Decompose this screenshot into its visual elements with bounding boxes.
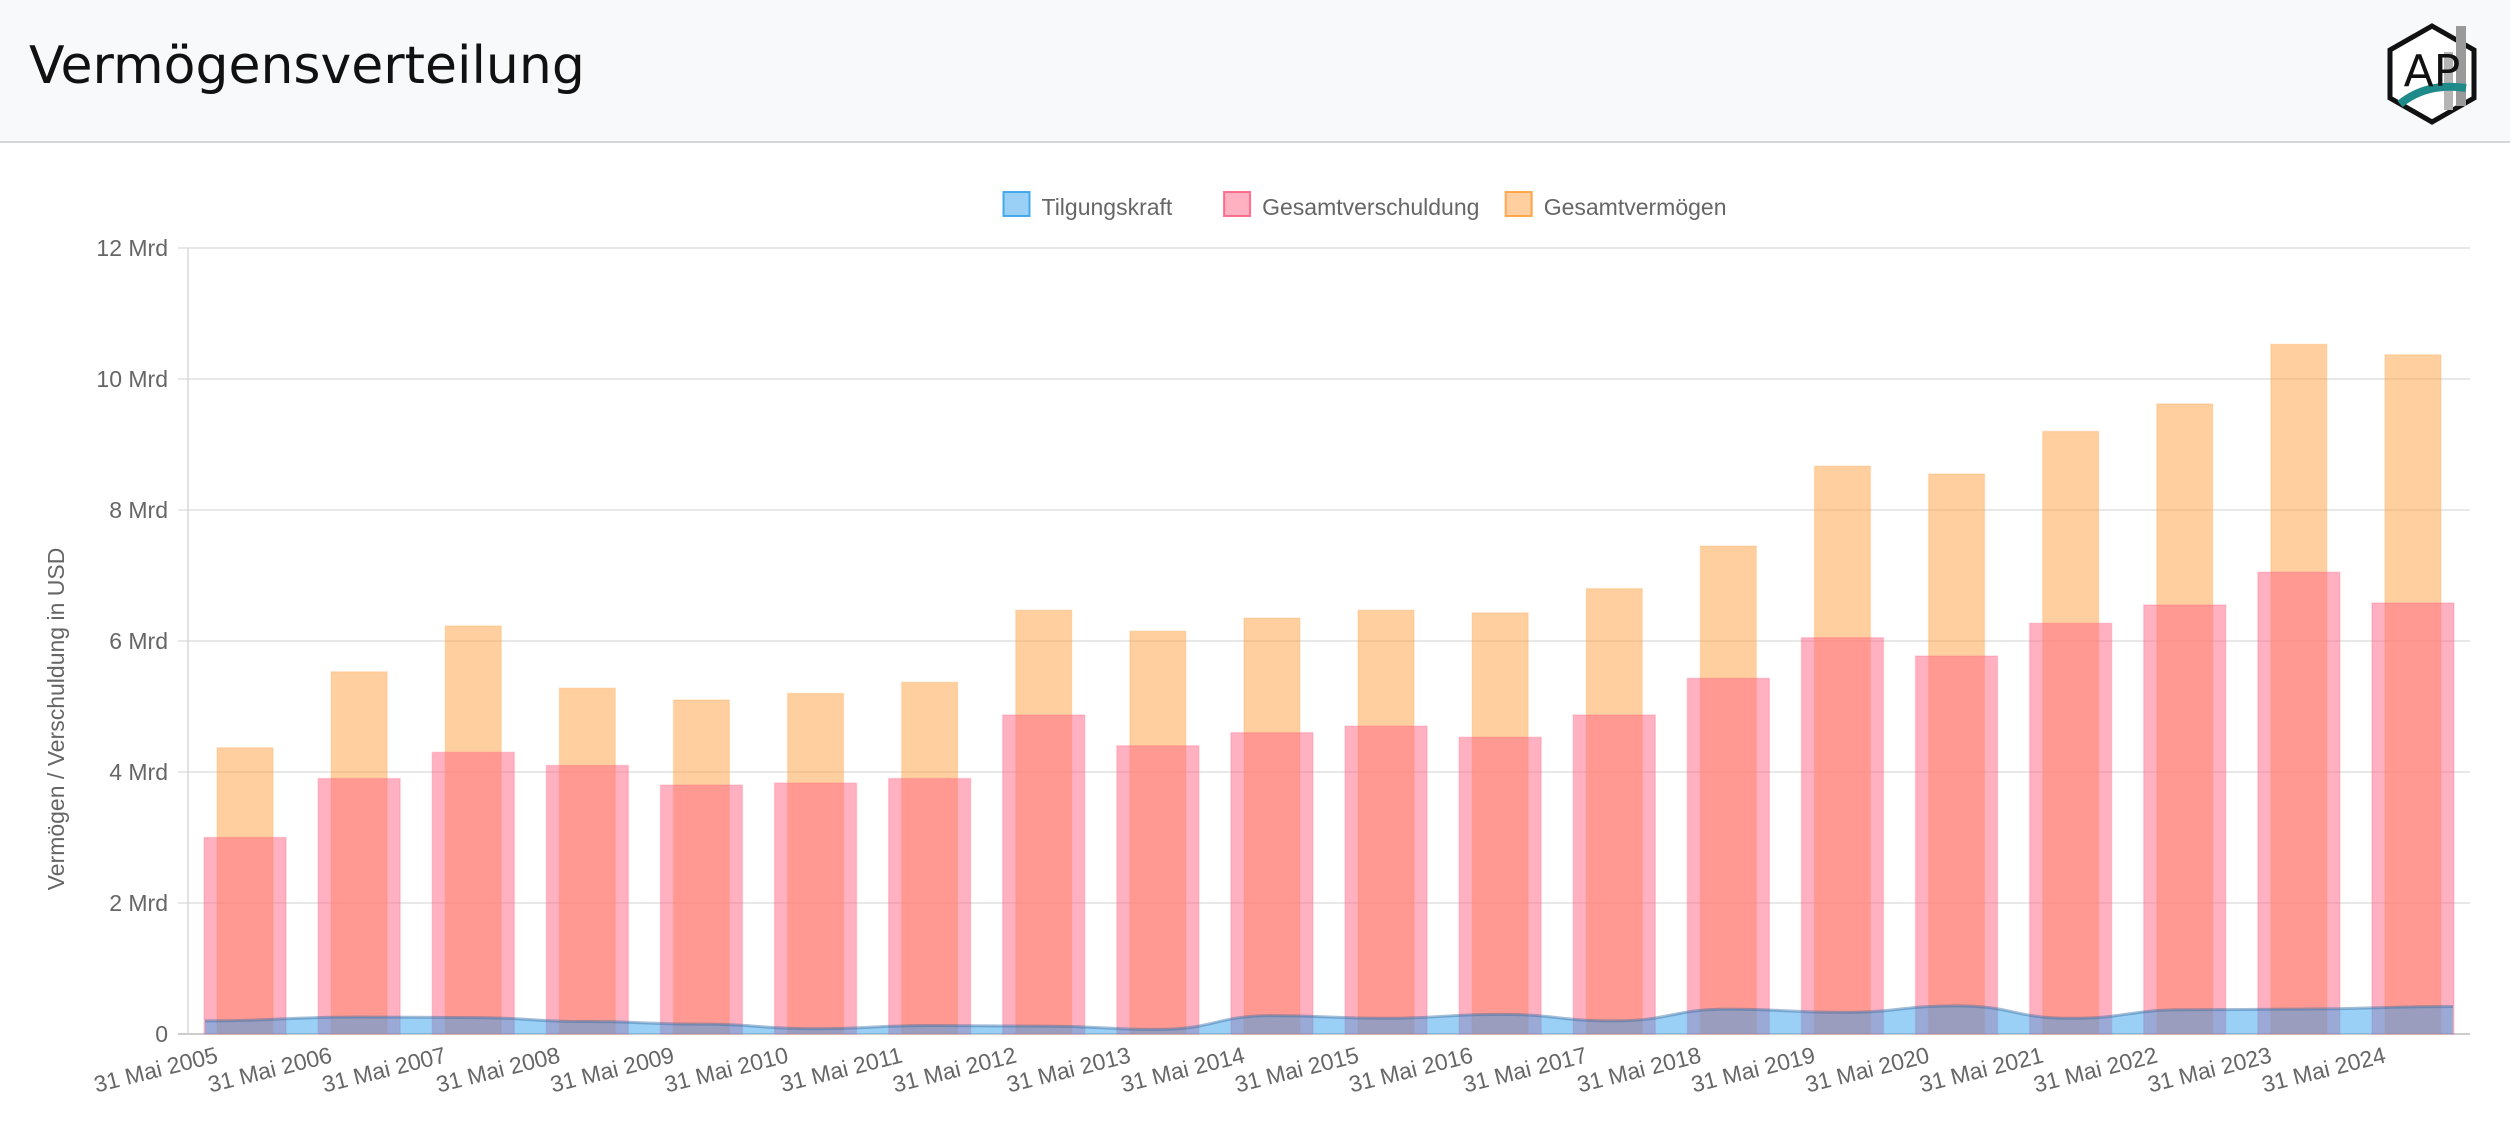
y-axis-label: Vermögen / Verschuldung in USD <box>43 548 69 891</box>
bar-gesamtverschuldung <box>545 764 630 1035</box>
x-tick-label: 31 Mai 2009 <box>548 1042 677 1098</box>
area-tilgungskraft <box>205 1005 2453 1034</box>
x-tick-label: 31 Mai 2024 <box>2259 1042 2388 1098</box>
bar-gesamtverschuldung <box>317 777 401 1035</box>
bar-gesamtverschuldung <box>2257 571 2341 1035</box>
x-tick-label: 31 Mai 2019 <box>1689 1042 1818 1098</box>
x-tick-label: 31 Mai 2018 <box>1574 1042 1703 1098</box>
legend-item-label[interactable]: Tilgungskraft <box>1042 194 1173 220</box>
x-tick-label: 31 Mai 2005 <box>91 1042 220 1098</box>
x-tick-label: 31 Mai 2010 <box>662 1042 791 1098</box>
page-title: Vermögensverteilung <box>29 36 585 96</box>
bar-gesamtverschuldung <box>773 782 858 1035</box>
bar-gesamtverschuldung <box>1002 714 1086 1035</box>
bar-gesamtverschuldung <box>2143 604 2227 1035</box>
bar-gesamtverschuldung <box>2371 602 2455 1035</box>
bar-gesamtverschuldung <box>203 836 287 1035</box>
bar-gesamtverschuldung <box>1572 714 1656 1035</box>
company-logo: AP <box>2387 23 2477 125</box>
x-tick-label: 31 Mai 2012 <box>890 1042 1019 1098</box>
legend-item-label[interactable]: Gesamtverschuldung <box>1262 194 1479 220</box>
chart-canvas: Tilgungskraft Gesamtverschuldung Gesamtver… <box>43 191 2470 1098</box>
bar-gesamtverschuldung <box>2028 622 2113 1035</box>
bar-gesamtverschuldung <box>1230 731 1314 1035</box>
y-tick-label: 6 Mrd <box>109 628 168 654</box>
y-tick-label: 0 <box>155 1021 168 1047</box>
gridlines <box>178 247 2470 1035</box>
x-tick-label: 31 Mai 2011 <box>777 1042 904 1097</box>
bar-gesamtverschuldung <box>1686 677 1771 1035</box>
x-tick-label: 31 Mai 2016 <box>1346 1042 1475 1098</box>
x-tick-label: 31 Mai 2015 <box>1232 1042 1361 1098</box>
asset-distribution-chart: Tilgungskraft Gesamtverschuldung Gesamtver… <box>0 143 2510 1144</box>
x-tick-label: 31 Mai 2023 <box>2145 1042 2274 1098</box>
x-tick-label: 31 Mai 2021 <box>1917 1042 2046 1098</box>
x-tick-label: 31 Mai 2013 <box>1004 1042 1133 1098</box>
logo-text: AP <box>2404 46 2461 97</box>
legend-item-label[interactable]: Gesamtvermögen <box>1544 194 1727 220</box>
x-tick-label: 31 Mai 2007 <box>319 1042 448 1098</box>
y-tick-label: 8 Mrd <box>109 497 168 523</box>
legend-swatch[interactable] <box>1504 191 1533 217</box>
bar-gesamtverschuldung <box>887 777 972 1035</box>
x-tick-label: 31 Mai 2014 <box>1118 1042 1247 1098</box>
x-tick-label: 31 Mai 2008 <box>433 1042 562 1098</box>
page-header: Vermögensverteilung AP <box>0 0 2510 143</box>
x-tick-label: 31 Mai 2017 <box>1460 1042 1589 1098</box>
y-tick-label: 4 Mrd <box>109 759 168 785</box>
legend-swatch[interactable] <box>1002 191 1031 217</box>
bar-gesamtverschuldung <box>431 751 515 1035</box>
x-tick-label: 31 Mai 2020 <box>1803 1042 1932 1098</box>
x-tick-label: 31 Mai 2006 <box>205 1042 334 1098</box>
series-gesamtverschuldung <box>203 571 2455 1035</box>
bar-gesamtverschuldung <box>659 784 744 1035</box>
line-tilgungskraft <box>205 1004 2453 1031</box>
bar-gesamtverschuldung <box>1116 745 1200 1035</box>
bar-gesamtverschuldung <box>1344 725 1428 1035</box>
y-tick-label: 12 Mrd <box>96 235 168 261</box>
chart-legend: Tilgungskraft Gesamtverschuldung Gesamtver… <box>1002 191 1727 220</box>
y-axis-ticks: 0 2 Mrd 4 Mrd 6 Mrd 8 Mrd 10 Mrd 12 Mrd <box>96 235 168 1047</box>
x-tick-label: 31 Mai 2022 <box>2031 1042 2160 1098</box>
y-tick-label: 2 Mrd <box>109 890 168 916</box>
bar-gesamtverschuldung <box>1458 736 1542 1035</box>
bar-gesamtverschuldung <box>1800 636 1885 1035</box>
y-tick-label: 10 Mrd <box>96 366 168 392</box>
legend-swatch[interactable] <box>1223 191 1252 217</box>
bar-gesamtverschuldung <box>1914 655 1999 1035</box>
series-tilgungskraft <box>205 1004 2453 1034</box>
